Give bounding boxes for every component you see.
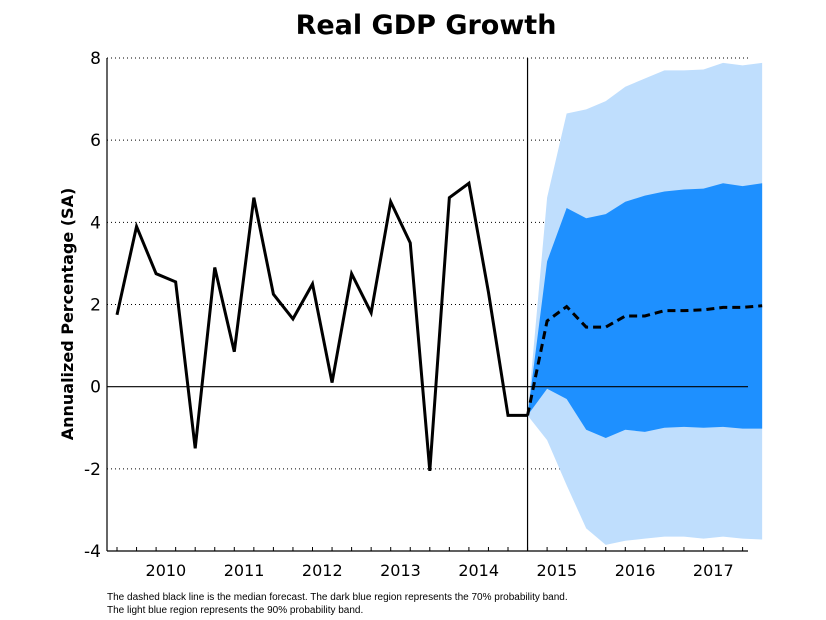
x-tick-label: 2010 — [146, 561, 187, 580]
x-tick-labels: 2010 2011 2012 2013 2014 2015 2016 2017 — [146, 561, 734, 580]
x-tick-label: 2013 — [380, 561, 421, 580]
axes — [106, 58, 748, 552]
x-tick-label: 2012 — [302, 561, 343, 580]
probability-bands — [527, 62, 763, 545]
x-tick-label: 2015 — [537, 561, 578, 580]
band-70 — [527, 183, 763, 439]
series-lines — [115, 180, 763, 472]
chart-note-1: The dashed black line is the median fore… — [107, 592, 568, 603]
y-tick-label: 0 — [90, 378, 101, 398]
y-tick-label: 4 — [90, 213, 101, 233]
y-axis-label: Annualized Percentage (SA) — [58, 188, 77, 441]
y-tick-labels: -4 -2 0 2 4 6 8 — [84, 49, 101, 562]
y-tick-label: -4 — [84, 542, 101, 562]
x-tick-label: 2011 — [224, 561, 265, 580]
grid-lines — [107, 57, 748, 470]
y-tick-label: -2 — [84, 460, 101, 480]
median-forecast-line — [526, 304, 763, 416]
y-tick-label: 6 — [90, 131, 101, 151]
chart-note-2: The light blue region represents the 90%… — [107, 605, 363, 616]
x-tick-label: 2017 — [693, 561, 734, 580]
chart-title: Real GDP Growth — [296, 10, 557, 41]
x-tick-label: 2014 — [458, 561, 499, 580]
history-line — [115, 180, 528, 472]
x-tick-label: 2016 — [615, 561, 656, 580]
y-tick-label: 2 — [90, 296, 101, 316]
y-tick-label: 8 — [90, 49, 101, 69]
